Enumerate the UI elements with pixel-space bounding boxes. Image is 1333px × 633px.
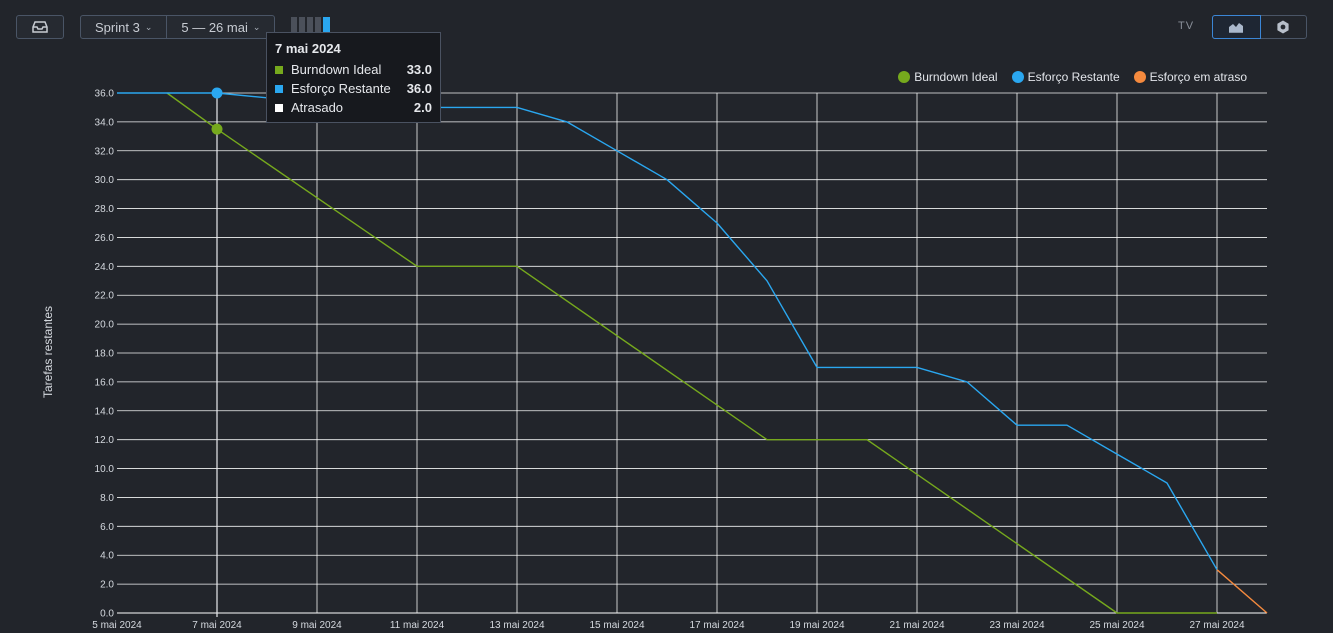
x-tick-label: 15 mai 2024 bbox=[589, 620, 644, 631]
tooltip-label: Atrasado bbox=[291, 100, 344, 115]
legend-label: Burndown Ideal bbox=[914, 70, 998, 84]
y-tick-label: 30.0 bbox=[95, 175, 115, 186]
tooltip-swatch bbox=[275, 65, 283, 74]
y-tick-label: 16.0 bbox=[95, 377, 115, 388]
legend-item[interactable]: Esforço Restante bbox=[1011, 70, 1120, 84]
y-tick-label: 8.0 bbox=[100, 493, 114, 504]
legend-label: Esforço Restante bbox=[1027, 70, 1120, 84]
tooltip-label: Burndown Ideal bbox=[291, 62, 382, 77]
sprint-selector-group: Sprint 3 ⌄ 5 — 26 mai ⌄ bbox=[80, 15, 276, 39]
tooltip-value: 36.0 bbox=[406, 81, 432, 96]
tooltip-swatch bbox=[275, 84, 283, 93]
tooltip-label: Esforço Restante bbox=[291, 81, 391, 96]
series-line bbox=[166, 92, 1217, 614]
gear-icon bbox=[1277, 20, 1289, 34]
x-tick-label: 5 mai 2024 bbox=[92, 620, 142, 631]
x-tick-label: 17 mai 2024 bbox=[689, 620, 744, 631]
legend-item[interactable]: Esforço em atraso bbox=[1133, 70, 1247, 84]
x-tick-label: 19 mai 2024 bbox=[789, 620, 844, 631]
inbox-button[interactable] bbox=[16, 15, 64, 39]
y-tick-label: 20.0 bbox=[95, 320, 115, 331]
series-line bbox=[1216, 569, 1268, 614]
legend-item[interactable]: Burndown Ideal bbox=[898, 70, 998, 84]
x-tick-label: 11 mai 2024 bbox=[390, 620, 445, 631]
sprint-progress-blocks bbox=[291, 17, 330, 33]
sprint-label: Sprint 3 bbox=[95, 19, 140, 35]
chevron-down-icon: ⌄ bbox=[252, 21, 261, 32]
hover-point bbox=[211, 123, 223, 135]
tooltip-row: Burndown Ideal 33.0 bbox=[275, 60, 432, 79]
y-tick-label: 18.0 bbox=[95, 349, 115, 360]
tooltip-value: 33.0 bbox=[406, 62, 432, 77]
y-tick-label: 32.0 bbox=[95, 146, 115, 157]
y-tick-label: 0.0 bbox=[100, 609, 114, 620]
y-tick-label: 22.0 bbox=[95, 291, 115, 302]
x-tick-label: 13 mai 2024 bbox=[489, 620, 544, 631]
date-range-label: 5 — 26 mai bbox=[181, 19, 248, 35]
y-tick-label: 28.0 bbox=[95, 204, 115, 215]
tooltip-swatch bbox=[275, 103, 283, 112]
y-tick-label: 4.0 bbox=[100, 551, 114, 562]
date-range-dropdown[interactable]: 5 — 26 mai ⌄ bbox=[166, 16, 274, 38]
chevron-down-icon: ⌄ bbox=[144, 21, 153, 32]
settings-button[interactable] bbox=[1260, 16, 1307, 38]
y-tick-label: 2.0 bbox=[100, 580, 114, 591]
series-line bbox=[117, 92, 1218, 571]
view-toggle-group bbox=[1212, 15, 1307, 39]
legend-dot bbox=[898, 71, 911, 83]
progress-block bbox=[307, 17, 313, 33]
area-chart-icon bbox=[1229, 23, 1244, 33]
legend-dot bbox=[1011, 71, 1024, 83]
inbox-icon bbox=[32, 21, 48, 33]
x-tick-label: 21 mai 2024 bbox=[889, 620, 944, 631]
progress-block bbox=[323, 17, 330, 33]
progress-block bbox=[299, 17, 305, 33]
tooltip-row: Esforço Restante 36.0 bbox=[275, 79, 432, 98]
x-tick-label: 7 mai 2024 bbox=[192, 620, 242, 631]
y-tick-label: 6.0 bbox=[100, 522, 114, 533]
legend-label: Esforço em atraso bbox=[1149, 70, 1247, 84]
progress-block bbox=[315, 17, 321, 33]
tv-mode-label[interactable]: TV bbox=[1178, 20, 1195, 32]
hover-point bbox=[211, 87, 223, 99]
chart-view-button[interactable] bbox=[1212, 15, 1261, 39]
y-tick-label: 12.0 bbox=[95, 435, 115, 446]
x-tick-label: 9 mai 2024 bbox=[292, 620, 342, 631]
tooltip-title: 7 mai 2024 bbox=[275, 41, 341, 56]
legend-dot bbox=[1133, 71, 1146, 83]
y-tick-label: 26.0 bbox=[95, 233, 115, 244]
x-tick-label: 23 mai 2024 bbox=[989, 620, 1044, 631]
x-tick-label: 25 mai 2024 bbox=[1089, 620, 1144, 631]
tooltip-value: 2.0 bbox=[413, 100, 432, 115]
tooltip-row: Atrasado 2.0 bbox=[275, 98, 432, 117]
progress-block bbox=[291, 17, 297, 33]
chart-legend: Burndown Ideal Esforço Restante Esforço em… bbox=[898, 70, 1247, 84]
sprint-dropdown[interactable]: Sprint 3 ⌄ bbox=[81, 16, 166, 38]
y-tick-label: 24.0 bbox=[95, 262, 115, 273]
x-tick-label: 27 mai 2024 bbox=[1189, 620, 1244, 631]
y-tick-label: 36.0 bbox=[95, 89, 115, 100]
y-tick-label: 14.0 bbox=[95, 406, 115, 417]
y-tick-label: 34.0 bbox=[95, 117, 115, 128]
chart-tooltip: 7 mai 2024 Burndown Ideal 33.0 Esforço Res… bbox=[266, 32, 441, 123]
y-tick-label: 10.0 bbox=[95, 464, 115, 475]
